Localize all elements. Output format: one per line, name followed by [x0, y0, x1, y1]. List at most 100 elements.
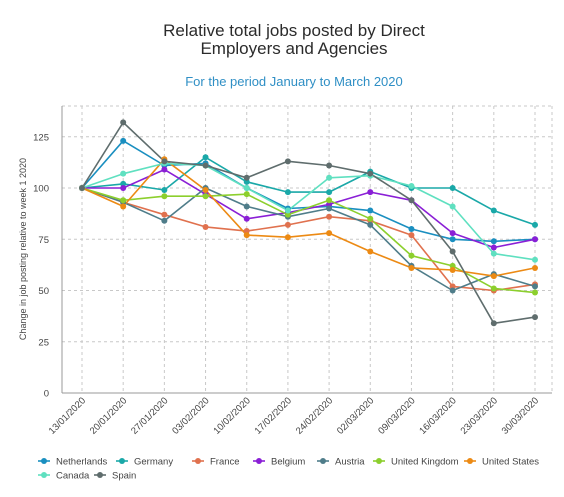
x-tick-labels: 13/01/2020 20/01/2020 27/01/2020 03/02/2020…: [47, 395, 541, 436]
data-point: [326, 213, 333, 220]
data-point: [532, 256, 538, 263]
data-point: [243, 178, 250, 185]
data-point: [367, 221, 374, 228]
y-tick-label: 50: [38, 286, 49, 297]
legend-swatch-dot: [97, 472, 103, 478]
data-point: [449, 203, 456, 210]
data-point: [161, 187, 168, 194]
y-tick-labels: 0 25 50 75 100 125: [33, 132, 49, 399]
x-tick-label: 02/03/2020: [335, 395, 376, 436]
legend-swatch-dot: [195, 458, 201, 464]
data-point: [243, 232, 250, 239]
data-point: [490, 250, 497, 257]
data-point: [120, 203, 127, 210]
legend-swatch-dot: [320, 458, 326, 464]
data-point: [408, 182, 415, 189]
data-point: [408, 232, 415, 239]
x-tick-label: 10/02/2020: [211, 395, 252, 436]
y-axis-label: Change in job posting relative to week 1…: [18, 158, 28, 340]
series-line: [81, 158, 536, 277]
data-point: [284, 207, 291, 214]
data-point: [408, 197, 415, 204]
legend: Netherlands Germany France Belgium Austria Un…: [38, 457, 539, 482]
series-line: [82, 168, 536, 249]
x-tick-label: 13/01/2020: [47, 395, 88, 436]
data-point: [449, 236, 456, 243]
data-point: [326, 197, 333, 204]
data-point: [490, 273, 497, 280]
data-point: [79, 185, 85, 191]
y-tick-label: 25: [38, 337, 49, 348]
data-point: [120, 197, 127, 204]
y-tick-label: 125: [33, 132, 49, 143]
x-tick-label: 27/01/2020: [129, 395, 170, 436]
legend-swatch-dot: [119, 458, 125, 464]
data-point: [408, 252, 415, 259]
data-point: [408, 226, 415, 232]
y-tick-label: 75: [38, 235, 49, 246]
data-point: [490, 285, 497, 292]
data-point: [532, 314, 538, 321]
x-tick-label: 16/03/2020: [417, 395, 458, 436]
series-lines: [81, 121, 536, 325]
x-tick-label: 17/02/2020: [253, 395, 294, 436]
data-point: [326, 205, 333, 212]
data-point: [161, 166, 168, 173]
data-point: [202, 162, 209, 169]
legend-label: Netherlands: [56, 457, 107, 468]
data-point: [243, 203, 250, 210]
data-point: [284, 221, 291, 228]
data-point: [284, 234, 291, 241]
data-point: [490, 320, 497, 327]
data-point: [202, 193, 209, 200]
axes: [61, 106, 552, 394]
data-point: [161, 217, 168, 224]
data-point: [284, 158, 291, 165]
series-line: [81, 156, 536, 226]
legend-swatch-dot: [41, 458, 47, 464]
data-point: [449, 248, 456, 255]
data-point: [284, 211, 291, 218]
legend-swatch-dot: [256, 458, 262, 464]
data-point: [449, 262, 456, 269]
data-point: [120, 180, 127, 187]
data-point: [161, 193, 168, 200]
data-point: [243, 185, 250, 191]
data-point: [243, 174, 250, 181]
data-point: [326, 230, 333, 237]
data-point: [367, 215, 374, 222]
data-point: [161, 158, 168, 165]
data-point: [326, 174, 333, 181]
series-line: [81, 121, 536, 325]
series-line: [81, 162, 536, 261]
series-line: [81, 187, 536, 294]
data-point: [367, 170, 374, 177]
x-tick-label: 24/02/2020: [294, 395, 335, 436]
data-point: [243, 191, 250, 198]
chart-title-line2: Employers and Agencies: [200, 39, 387, 58]
data-point: [202, 154, 209, 161]
data-point: [449, 267, 456, 273]
x-tick-label: 23/03/2020: [459, 395, 500, 436]
data-point: [161, 211, 168, 218]
x-tick-label: 20/01/2020: [88, 395, 129, 436]
series-points: [79, 119, 538, 327]
legend-swatch-dot: [41, 472, 47, 478]
legend-label: France: [210, 457, 240, 468]
data-point: [120, 185, 127, 191]
data-point: [243, 215, 250, 222]
chart-title-line1: Relative total jobs posted by Direct: [163, 21, 425, 40]
data-point: [367, 189, 374, 196]
series-line: [81, 140, 536, 243]
x-tick-label: 30/03/2020: [500, 395, 541, 436]
legend-swatch-dot: [467, 458, 473, 464]
data-point: [326, 201, 333, 208]
x-tick-label: 09/03/2020: [376, 395, 417, 436]
legend-label: Austria: [335, 457, 365, 468]
data-point: [367, 248, 374, 255]
legend-label: United States: [482, 457, 539, 468]
chart-subtitle: For the period January to March 2020: [185, 74, 403, 89]
data-point: [449, 283, 456, 290]
legend-label: Canada: [56, 471, 90, 482]
